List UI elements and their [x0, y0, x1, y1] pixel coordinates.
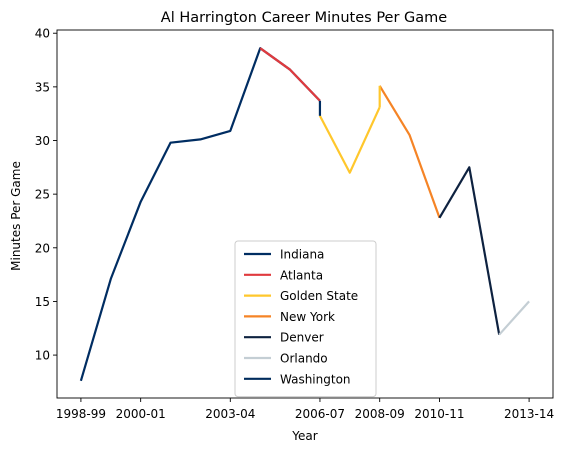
series-layer: [79, 47, 530, 382]
y-tick-label: 20: [35, 241, 50, 255]
legend-label-golden-state: Golden State: [280, 289, 358, 303]
axes: 10 15 20 25 30 35 40 1998-99 2000-01 2003-04 2006-…: [35, 27, 554, 421]
legend-label-indiana: Indiana: [280, 248, 324, 262]
y-tick-label: 15: [35, 295, 50, 309]
x-tick-label: 1998-99: [56, 407, 106, 421]
x-tick-label: 2010-11: [414, 407, 464, 421]
series-line-golden-state: [318, 106, 381, 174]
y-tick-label: 25: [35, 188, 50, 202]
legend-label-orlando: Orlando: [280, 352, 328, 366]
legend-label-washington: Washington: [280, 372, 351, 386]
chart-title: Al Harrington Career Minutes Per Game: [161, 10, 448, 26]
x-tick-label: 2013-14: [504, 407, 554, 421]
plot-frame: [56, 29, 554, 399]
x-tick-label: 2008-09: [355, 407, 405, 421]
y-tick-label: 10: [35, 349, 50, 363]
legend-label-new-york: New York: [280, 310, 335, 324]
series-line-washington: [498, 300, 530, 336]
y-axis-label: Minutes Per Game: [9, 161, 23, 271]
legend-label-atlanta: Atlanta: [280, 268, 323, 282]
series-line-denver: [438, 166, 501, 335]
x-tick-label: 2006-07: [295, 407, 345, 421]
x-tick-label: 2003-04: [205, 407, 255, 421]
y-tick-label: 35: [35, 80, 50, 94]
legend-label-denver: Denver: [280, 331, 324, 345]
x-tick-label: 2000-01: [116, 407, 166, 421]
y-tick-label: 40: [35, 27, 50, 41]
x-axis-label: Year: [291, 429, 317, 443]
series-line-atlanta: [259, 47, 321, 102]
legend: Indiana Atlanta Golden State New York Denver…: [234, 240, 377, 398]
series-line-new-york: [378, 85, 441, 219]
y-tick-label: 30: [35, 134, 50, 148]
